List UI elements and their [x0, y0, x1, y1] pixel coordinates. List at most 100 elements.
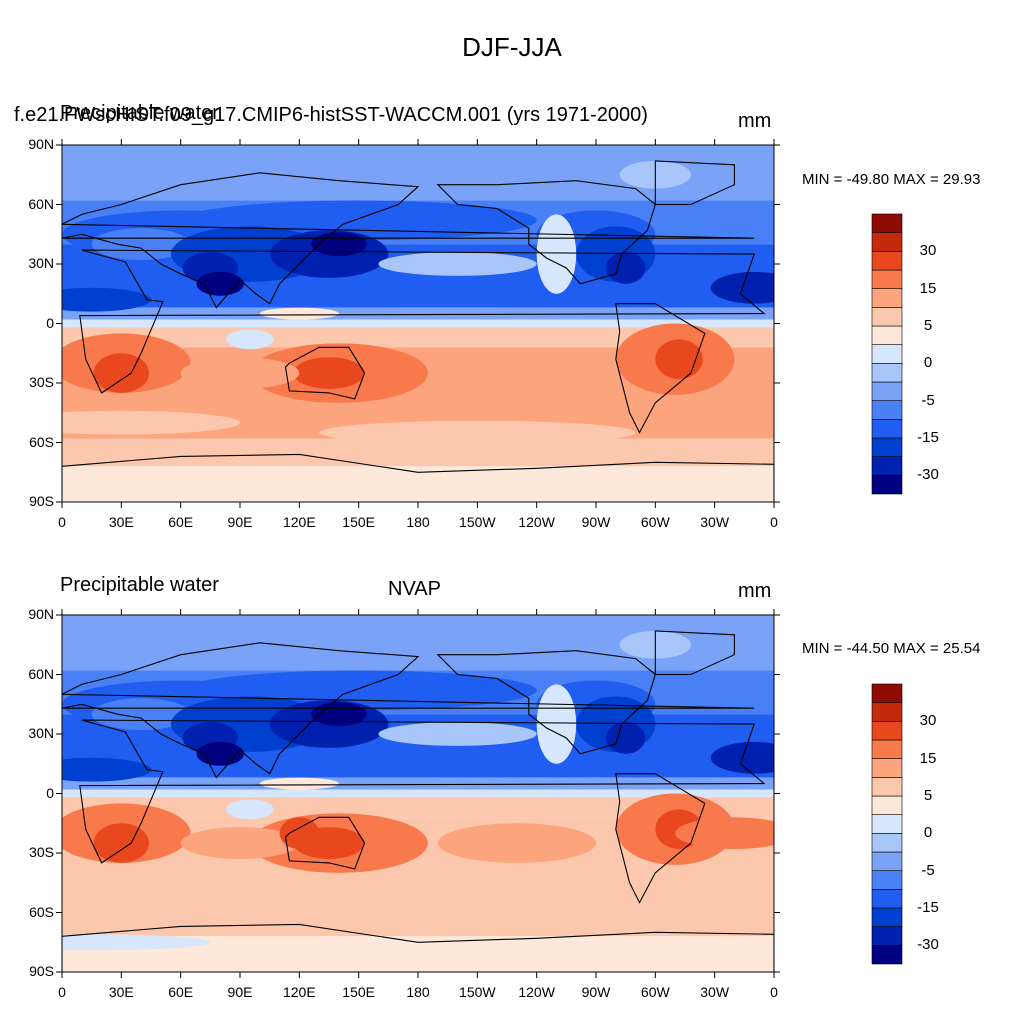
colorbar-box — [871, 739, 903, 759]
lon-tick-label: 150W — [459, 514, 496, 530]
colorbar-box — [871, 833, 903, 853]
colorbar-label: 5 — [923, 317, 933, 334]
contour-region — [62, 287, 151, 312]
coastline — [79, 719, 766, 864]
contour-region — [259, 777, 339, 790]
colorbar-box — [871, 288, 903, 308]
colorbar-box — [871, 363, 903, 383]
lon-tick-label: 150W — [459, 984, 496, 1000]
lat-tick-label: 60N — [28, 665, 54, 682]
panel2-units: mm — [738, 580, 772, 602]
lon-tick-label: 120E — [282, 514, 316, 530]
coastline — [654, 630, 735, 676]
lon-tick-label: 60E — [168, 984, 194, 1000]
contour-band — [62, 307, 774, 320]
lat-tick-label: 30S — [29, 844, 54, 860]
contour-band — [62, 319, 774, 328]
lon-tick-label: 180 — [406, 514, 430, 530]
lon-tick-label: 0 — [58, 514, 66, 530]
colorbar-box — [871, 475, 903, 495]
colorbar-box — [871, 721, 903, 741]
contour-region — [437, 823, 596, 863]
contour-region — [259, 307, 339, 320]
contour-region — [675, 817, 774, 850]
lon-tick-label: 30W — [700, 514, 730, 530]
contour-region — [62, 934, 211, 951]
contour-band — [62, 789, 774, 798]
colorbar-label: 5 — [923, 787, 933, 804]
colorbar-box — [871, 777, 903, 797]
coastline — [62, 642, 755, 779]
lon-tick-label: 120W — [518, 984, 555, 1000]
contour-region — [437, 353, 596, 393]
contour-region — [710, 271, 774, 304]
panel2-center-title: NVAP — [388, 578, 441, 600]
colorbar-label: -30 — [917, 936, 939, 954]
lat-tick-label: 30S — [29, 374, 54, 390]
contour-band — [62, 466, 774, 502]
colorbar-box — [871, 213, 903, 233]
contour-region — [605, 722, 646, 754]
colorbar-box — [871, 456, 903, 476]
colorbar-box — [871, 344, 903, 364]
panel1-center-title: f.e21.FWscHIST.f09_g17.CMIP6-histSST-WAC… — [14, 104, 648, 126]
lon-tick-label: 150E — [342, 514, 375, 530]
contour-region — [62, 410, 240, 435]
colorbar-box — [871, 232, 903, 252]
contour-region — [180, 827, 300, 859]
colorbar-box — [871, 758, 903, 778]
colorbar-label: 30 — [919, 242, 937, 260]
panel1-map — [62, 145, 774, 502]
colorbar-label: 15 — [919, 279, 937, 297]
contour-region — [226, 799, 274, 820]
contour-region — [293, 357, 365, 389]
coastline — [284, 346, 366, 400]
panel2-map — [62, 615, 774, 972]
contour-band — [62, 777, 774, 790]
colorbar-box — [871, 400, 903, 420]
contour-region — [180, 357, 300, 389]
coastline — [284, 816, 366, 870]
contour-region — [93, 353, 150, 393]
colorbar-box — [871, 269, 903, 289]
panel2-min-max: MIN = -44.50 MAX = 25.54 — [802, 640, 981, 657]
lat-tick-label: 60N — [28, 195, 54, 212]
lon-tick-label: 30E — [108, 514, 134, 530]
colorbar-label: -15 — [917, 429, 939, 446]
lon-tick-label: 0 — [58, 984, 66, 1000]
colorbar-label: 0 — [923, 824, 933, 842]
colorbar-box — [871, 381, 903, 401]
colorbar-box — [871, 795, 903, 815]
coastline — [436, 650, 656, 755]
colorbar-box — [871, 683, 903, 703]
colorbar-label: 15 — [919, 749, 937, 767]
lat-tick-label: 30N — [28, 255, 54, 271]
contour-region — [605, 252, 646, 284]
lon-tick-label: 90W — [581, 984, 611, 1000]
lon-tick-label: 90E — [227, 984, 253, 1000]
colorbar-label: -15 — [917, 899, 939, 916]
colorbar-label: 30 — [919, 712, 937, 730]
lat-tick-label: 60S — [29, 433, 54, 450]
lon-tick-label: 60W — [640, 514, 670, 530]
lon-tick-label: 120E — [282, 984, 316, 1000]
lat-tick-label: 30N — [28, 725, 54, 741]
colorbar-box — [871, 419, 903, 439]
contour-region — [91, 698, 191, 731]
contour-region — [226, 329, 274, 350]
lat-tick-label: 90S — [29, 493, 54, 509]
colorbar-box — [871, 307, 903, 327]
lon-tick-label: 90W — [581, 514, 611, 530]
contour-region — [536, 214, 577, 294]
lon-tick-label: 150E — [342, 984, 375, 1000]
contour-region — [93, 823, 150, 863]
lat-tick-label: 0 — [46, 784, 54, 801]
contour-region — [319, 890, 636, 915]
lon-tick-label: 120W — [518, 514, 555, 530]
lon-tick-label: 30E — [108, 984, 134, 1000]
colorbar-label: -5 — [921, 861, 935, 879]
colorbar-box — [871, 325, 903, 345]
lon-tick-label: 60E — [168, 514, 194, 530]
figure-title: DJF-JJA — [462, 32, 562, 62]
